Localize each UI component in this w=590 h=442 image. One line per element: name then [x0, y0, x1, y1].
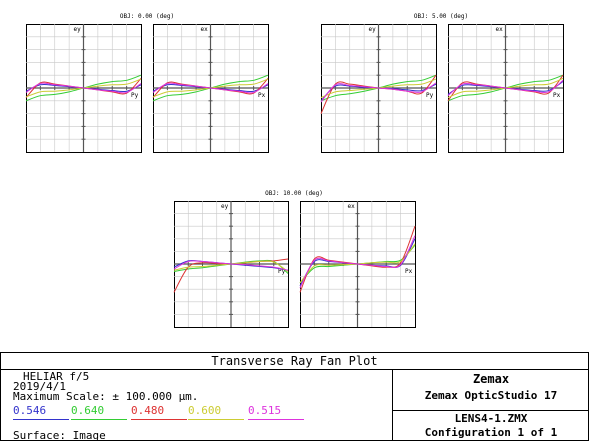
brand-top: Zemax Zemax OpticStudio 17 [393, 369, 589, 411]
plot-area: OBJ: 0.00 (deg) OBJ: 5.00 (deg) OBJ: 10.00… [25, 13, 564, 328]
file-name: LENS4-1.ZMX [454, 412, 528, 425]
px-label: Px [553, 92, 561, 99]
series-line-0.515 [152, 82, 269, 94]
config-text: Configuration 1 of 1 [424, 426, 558, 439]
brand-box: Zemax Zemax OpticStudio 17 LENS4-1.ZMX C… [393, 369, 589, 441]
ex-label: ex [496, 26, 504, 33]
plot-title: Transverse Ray Fan Plot [1, 353, 588, 370]
field-label: OBJ: 10.00 (deg) [265, 190, 323, 197]
field-label: OBJ: 0.00 (deg) [120, 13, 174, 20]
ray-fan-chart: OBJ: 0.00 (deg) OBJ: 5.00 (deg) OBJ: 10.00… [25, 13, 564, 328]
wavelength-label: 0.640 [71, 404, 105, 417]
field-label: OBJ: 5.00 (deg) [414, 13, 468, 20]
brand-bottom: LENS4-1.ZMX Configuration 1 of 1 [393, 411, 589, 441]
px-label: Px [405, 268, 413, 275]
info-box: HELIAR f/5 2019/4/1 Maximum Scale: ± 100… [1, 369, 393, 442]
ex-label: ex [348, 203, 356, 210]
series-line-0.515 [173, 260, 289, 271]
product-name: Zemax OpticStudio 17 [424, 389, 558, 402]
py-label: Py [278, 268, 286, 275]
series-line-0.515 [25, 82, 142, 94]
wavelength-line [13, 419, 69, 420]
lens-title: HELIAR f/5 [23, 370, 90, 383]
py-label: Py [426, 92, 434, 99]
px-label: Px [258, 92, 266, 99]
series-line-0.515 [447, 79, 564, 97]
date-text: 2019/4/1 [13, 380, 66, 393]
wavelength-line [131, 419, 187, 420]
wavelength-line [71, 419, 127, 420]
wavelength-label: 0.600 [188, 404, 222, 417]
series-line-0.515 [299, 235, 416, 289]
footer-panel: Transverse Ray Fan Plot HELIAR f/5 2019/… [0, 352, 589, 442]
max-scale-text: Maximum Scale: ± 100.000 µm. [13, 390, 199, 403]
series-line-0.515 [320, 82, 437, 103]
ey-label: ey [221, 203, 229, 210]
wavelength-line [188, 419, 244, 420]
company-name: Zemax [472, 372, 510, 386]
wavelength-label: 0.480 [131, 404, 165, 417]
py-label: Py [131, 92, 139, 99]
ey-label: ey [74, 26, 82, 33]
surface-text: Surface: Image [13, 429, 106, 442]
ey-label: ey [369, 26, 377, 33]
wavelength-line [248, 419, 304, 420]
ex-label: ex [201, 26, 209, 33]
wavelength-label: 0.546 [13, 404, 47, 417]
wavelength-label: 0.515 [248, 404, 282, 417]
